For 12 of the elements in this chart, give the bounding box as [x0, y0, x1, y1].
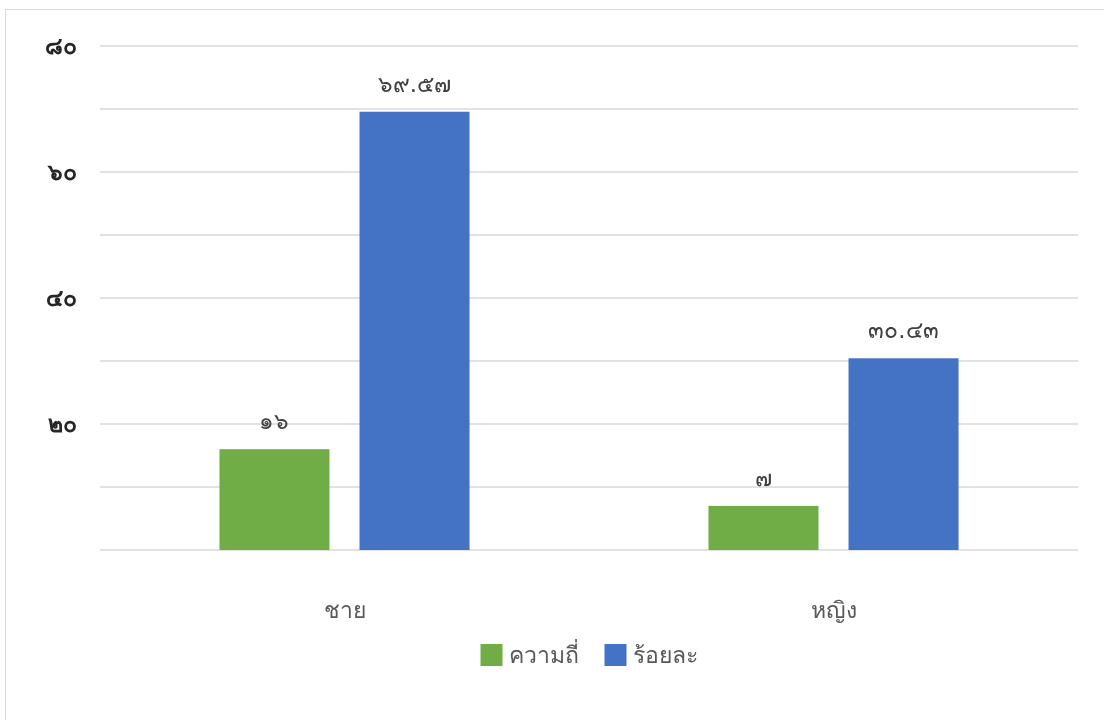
y-tick-label: ๒๐ — [48, 411, 77, 437]
x-tick-label: ชาย — [323, 597, 366, 623]
legend-label: ความถี่ — [508, 639, 579, 668]
data-label: ๖๙.๕๗ — [377, 70, 452, 97]
data-label: ๑๖ — [259, 408, 290, 435]
y-tick-label: ๔๐ — [46, 285, 77, 311]
y-tick-label: ๖๐ — [47, 159, 77, 185]
y-tick-label: ๘๐ — [45, 33, 77, 59]
legend-label: ร้อยละ — [632, 642, 698, 668]
x-tick-label: หญิง — [810, 597, 857, 623]
data-label: ๓๐.๔๓ — [868, 317, 939, 344]
data-label: ๗ — [754, 464, 772, 491]
